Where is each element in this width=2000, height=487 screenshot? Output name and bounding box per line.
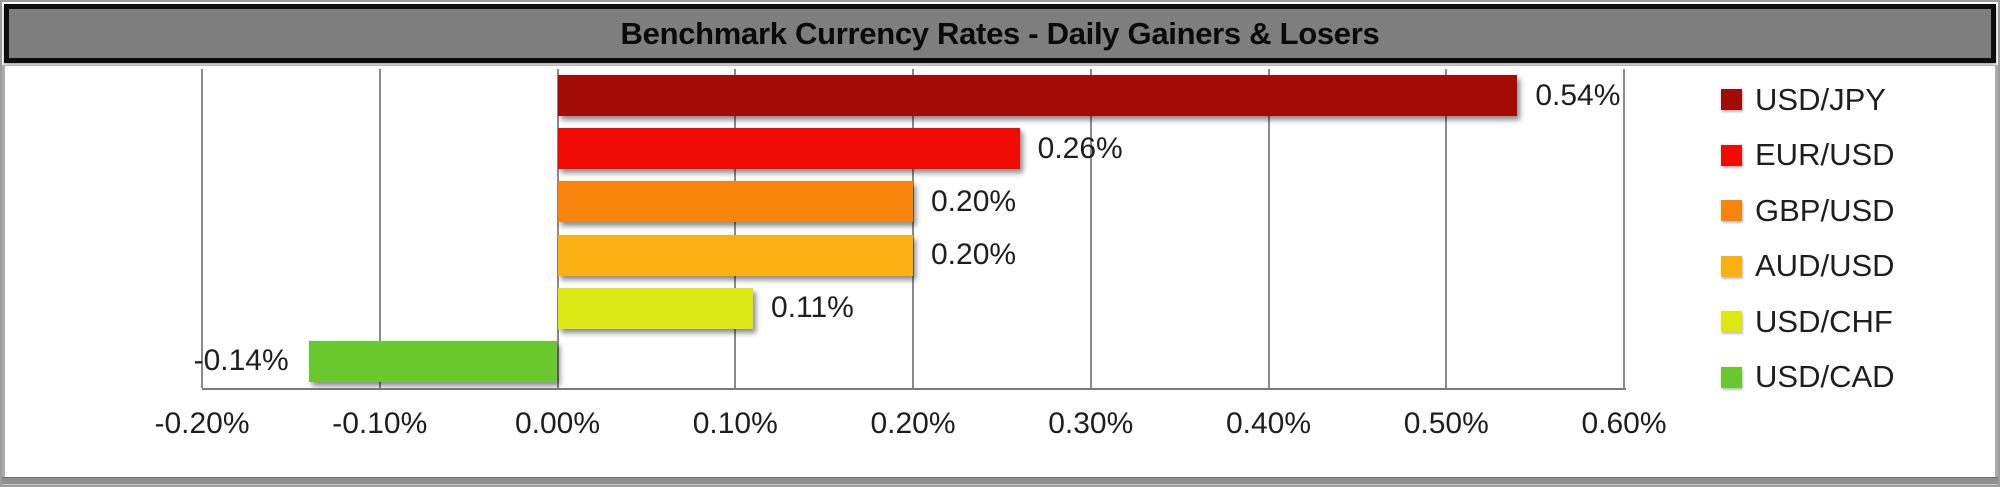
x-axis-tick-label: 0.00% bbox=[514, 407, 601, 440]
legend-label: USD/JPY bbox=[1755, 81, 1886, 117]
chart-title: Benchmark Currency Rates - Daily Gainers… bbox=[620, 15, 1380, 51]
legend-swatch-icon bbox=[1721, 366, 1742, 388]
gridline bbox=[201, 69, 203, 388]
bar-value-label-gbp-usd: 0.20% bbox=[931, 184, 1017, 218]
gridline bbox=[734, 69, 737, 388]
legend-label: USD/CAD bbox=[1755, 359, 1895, 395]
legend-label: EUR/USD bbox=[1755, 137, 1895, 173]
x-axis-tick-label: 0.20% bbox=[870, 407, 956, 440]
legend-label: USD/CHF bbox=[1755, 303, 1893, 339]
legend-item-usd-jpy: USD/JPY bbox=[1721, 72, 1991, 128]
chart-title-bar: Benchmark Currency Rates - Daily Gainers… bbox=[4, 4, 1996, 63]
bar-usd-cad bbox=[308, 340, 558, 382]
x-axis-tick-label: 0.50% bbox=[1403, 407, 1489, 440]
gridline bbox=[1623, 69, 1625, 388]
x-axis-tick-label: 0.10% bbox=[692, 407, 778, 440]
legend-swatch-icon bbox=[1721, 144, 1742, 166]
legend-swatch-icon bbox=[1721, 89, 1742, 111]
legend-swatch-icon bbox=[1721, 311, 1742, 333]
gridline bbox=[912, 69, 914, 388]
bar-gbp-usd bbox=[557, 181, 913, 223]
x-axis-tick-label: -0.10% bbox=[332, 407, 428, 440]
gridline bbox=[556, 69, 559, 388]
bar-usd-jpy bbox=[557, 75, 1518, 117]
x-axis-tick-label: 0.40% bbox=[1225, 407, 1312, 440]
legend-label: GBP/USD bbox=[1755, 192, 1895, 228]
x-axis-tick-label: 0.30% bbox=[1048, 407, 1134, 440]
bar-value-label-usd-chf: 0.11% bbox=[771, 291, 854, 325]
x-axis-tick-label: 0.60% bbox=[1581, 407, 1667, 440]
x-axis: -0.20% -0.10% 0.00% 0.10% 0.20% 0.30% 0.40% 0.5… bbox=[154, 407, 1666, 447]
bar-value-label-usd-jpy: 0.54% bbox=[1535, 78, 1621, 112]
legend-swatch-icon bbox=[1721, 255, 1742, 277]
bar-eur-usd bbox=[557, 128, 1020, 170]
gridline bbox=[1089, 69, 1092, 388]
legend-label: AUD/USD bbox=[1755, 248, 1895, 284]
bar-usd-chf bbox=[557, 287, 754, 329]
gridline bbox=[1445, 69, 1448, 388]
legend-item-eur-usd: EUR/USD bbox=[1721, 128, 1991, 184]
plot-area: 0.54% 0.26% 0.20% 0.20% 0.11% -0.14% bbox=[194, 69, 1626, 390]
legend-item-aud-usd: AUD/USD bbox=[1721, 239, 1991, 295]
chart-area: 0.54% 0.26% 0.20% 0.20% 0.11% -0.14% -0.20% -0… bbox=[2, 65, 1998, 477]
gridline bbox=[378, 69, 381, 388]
legend-swatch-icon bbox=[1721, 200, 1742, 222]
window-bottom-edge bbox=[2, 477, 1998, 485]
x-axis-line bbox=[202, 388, 1626, 390]
bar-value-label-eur-usd: 0.26% bbox=[1037, 131, 1123, 165]
bar-aud-usd bbox=[557, 234, 913, 276]
bar-value-label-aud-usd: 0.20% bbox=[931, 238, 1017, 272]
legend-item-gbp-usd: GBP/USD bbox=[1721, 183, 1991, 239]
legend-item-usd-chf: USD/CHF bbox=[1721, 294, 1991, 350]
gridline bbox=[1267, 69, 1270, 388]
x-axis-tick-label: -0.20% bbox=[154, 407, 250, 440]
legend: USD/JPY EUR/USD GBP/USD AUD/USD USD/CHF USD/C… bbox=[1721, 72, 1991, 405]
bar-value-label-usd-cad: -0.14% bbox=[193, 344, 289, 378]
legend-item-usd-cad: USD/CAD bbox=[1721, 350, 1991, 406]
